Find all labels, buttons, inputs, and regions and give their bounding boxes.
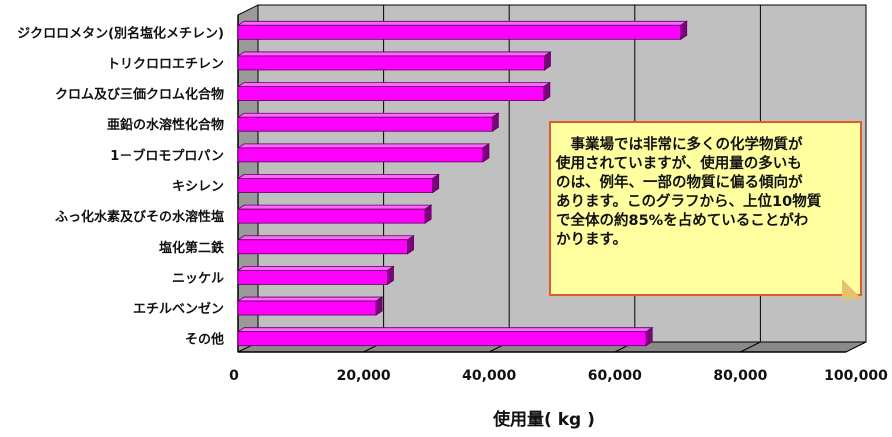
bar-front	[237, 178, 434, 193]
bar	[236, 235, 415, 255]
annotation-callout	[549, 121, 862, 296]
bar-end	[645, 326, 653, 347]
bar	[236, 296, 384, 316]
bar-end	[491, 112, 499, 132]
category-label: ニッケル	[172, 271, 224, 286]
bar	[236, 51, 552, 71]
x-tick-label: 40,000	[462, 368, 516, 384]
bar-front	[237, 300, 377, 316]
bar-top	[236, 174, 441, 179]
x-tick-label: 100,000	[824, 368, 888, 384]
bar	[236, 20, 689, 41]
annotation-text: 事業場では非常に多くの化学物質が 使用されていますが、使用量の多いも のは、例年…	[556, 137, 822, 248]
bar-end	[482, 143, 490, 163]
category-label: その他	[185, 332, 224, 348]
category-label: 1－ブロモプロパン	[110, 148, 224, 164]
floor-gridline	[740, 341, 761, 353]
x-tick-label: 0	[229, 368, 239, 384]
bar	[236, 265, 395, 286]
bar	[236, 143, 491, 163]
bar	[236, 326, 654, 347]
bar	[236, 112, 500, 132]
bar-top	[236, 82, 552, 87]
category-label: キシレン	[172, 180, 224, 195]
bar	[236, 81, 552, 102]
category-label: クロム及び三価クロム化合物	[55, 87, 224, 103]
bar-top	[236, 296, 384, 302]
x-tick-label: 60,000	[588, 368, 642, 384]
bar-end	[375, 296, 383, 316]
bar-front	[237, 86, 545, 101]
bar-front	[237, 270, 388, 285]
bar-end	[424, 204, 432, 224]
bar-front	[237, 147, 484, 163]
bar	[236, 204, 433, 224]
bar-end	[680, 20, 688, 41]
bar-end	[407, 235, 414, 255]
bar-end	[432, 173, 440, 194]
bar-top	[236, 327, 654, 333]
bar-top	[236, 235, 415, 241]
bar-end	[543, 81, 551, 102]
x-tick-label: 20,000	[337, 368, 391, 384]
bar-front	[237, 24, 682, 40]
category-label: ジクロロメタン(別名塩化メチレン)	[17, 25, 224, 41]
category-label: ふっ化水素及びその水溶性塩	[55, 209, 224, 225]
bar-top	[236, 20, 689, 26]
bar-front	[237, 116, 493, 132]
bar-front	[237, 331, 647, 347]
x-tick-label: 80,000	[713, 368, 767, 384]
annotation-callout-fold	[842, 279, 862, 299]
category-label: エチルベンゼン	[133, 301, 224, 317]
bar-top	[236, 143, 491, 149]
bar-front	[237, 208, 426, 224]
bar-top	[236, 51, 552, 57]
category-label: 亜鉛の水溶性化合物	[107, 117, 224, 133]
bar-end	[544, 51, 551, 71]
bar-front	[237, 55, 545, 71]
category-label: トリクロロエチレン	[107, 57, 224, 72]
bar-front	[237, 239, 408, 255]
bar-end	[387, 265, 394, 286]
x-axis-title: 使用量( kg )	[492, 409, 595, 430]
bar	[236, 173, 441, 194]
category-label: 塩化第二鉄	[159, 240, 224, 256]
bar-top	[236, 112, 500, 118]
bar-top	[236, 266, 395, 271]
bar-top	[236, 204, 433, 210]
